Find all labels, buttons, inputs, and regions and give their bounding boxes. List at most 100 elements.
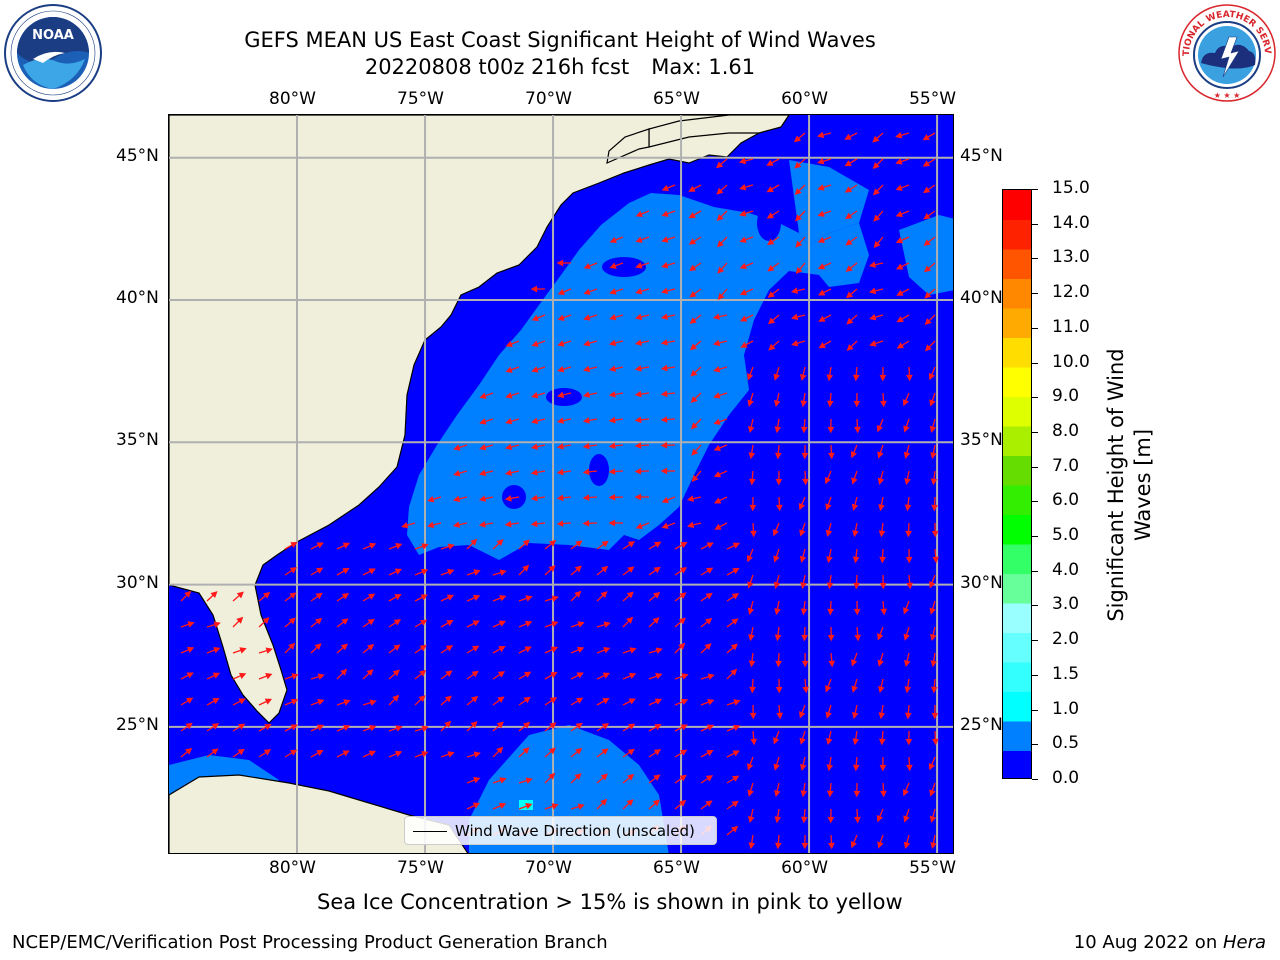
wave-direction-arrow	[258, 749, 272, 758]
wave-direction-arrow	[284, 642, 296, 654]
wave-direction-arrow	[440, 670, 453, 680]
wave-direction-arrow	[800, 600, 808, 616]
colorbar-band	[1003, 367, 1031, 397]
wave-direction-arrow	[674, 799, 687, 810]
wave-direction-arrow	[674, 567, 688, 576]
wave-direction-arrow	[880, 600, 888, 616]
wave-direction-arrow	[362, 593, 376, 602]
wave-direction-arrow	[799, 548, 807, 563]
wave-direction-arrow	[854, 626, 862, 642]
wave-direction-arrow	[928, 366, 936, 381]
wave-direction-arrow	[776, 704, 784, 720]
wave-direction-arrow	[648, 749, 662, 758]
wave-direction-arrow	[851, 678, 858, 693]
wave-direction-arrow	[773, 392, 781, 408]
wave-direction-arrow	[817, 184, 832, 191]
wave-direction-arrow	[492, 696, 505, 706]
wave-direction-arrow	[726, 825, 739, 836]
wave-direction-arrow	[596, 672, 611, 680]
wave-direction-arrow	[747, 808, 755, 824]
wave-direction-arrow	[557, 314, 572, 321]
wave-direction-arrow	[850, 444, 858, 459]
wave-direction-arrow	[800, 782, 808, 798]
wave-direction-arrow	[827, 626, 835, 642]
colorbar-tick-label: 1.0	[1052, 698, 1080, 719]
wave-direction-arrow	[726, 593, 740, 602]
wave-direction-arrow	[795, 262, 806, 275]
wave-direction-arrow	[556, 417, 572, 424]
wave-direction-arrow	[902, 782, 910, 797]
wave-direction-arrow	[414, 725, 429, 732]
wave-direction-arrow	[748, 626, 755, 642]
wave-direction-arrow	[544, 565, 556, 576]
land-masses	[169, 115, 790, 853]
wave-direction-arrow	[310, 643, 322, 654]
wave-direction-arrow	[773, 366, 780, 381]
wave-direction-arrow	[930, 834, 937, 850]
wave-direction-arrow	[674, 749, 688, 758]
wave-direction-arrow	[773, 730, 780, 745]
footer-date-text: 10 Aug 2022 on	[1073, 932, 1223, 953]
colorbar-tick-label: 3.0	[1052, 594, 1080, 615]
wave-direction-arrow	[440, 720, 452, 732]
wave-direction-arrow	[931, 704, 939, 720]
wave-direction-arrow	[904, 704, 912, 720]
wave-direction-arrow	[478, 469, 494, 477]
wave-direction-arrow	[556, 391, 572, 399]
wave-direction-arrow	[258, 591, 271, 602]
wave-direction-arrow	[818, 288, 832, 296]
wave-direction-arrow	[336, 724, 351, 732]
wave-direction-arrow	[180, 747, 193, 758]
wave-direction-arrow	[879, 366, 887, 382]
colorbar-tick-mark	[1032, 258, 1038, 260]
wave-direction-arrow	[846, 340, 858, 352]
chart-subtitle: 20220808 t00z 216h fcst Max: 1.61	[160, 54, 960, 80]
colorbar-band	[1003, 190, 1031, 220]
wave-direction-arrow	[232, 616, 244, 628]
wave-direction-arrow	[924, 314, 936, 326]
wave-direction-arrow	[799, 704, 806, 719]
wave-direction-arrow	[284, 724, 298, 732]
colorbar-band	[1003, 485, 1031, 515]
wave-direction-arrow	[877, 444, 884, 459]
wave-direction-arrow	[903, 834, 911, 849]
wave-direction-arrow	[904, 678, 912, 694]
wave-direction-arrow	[622, 799, 634, 810]
wave-direction-arrow	[504, 443, 520, 451]
colorbar-tick-label: 4.0	[1052, 559, 1080, 580]
wave-direction-arrow	[206, 748, 219, 758]
wave-direction-arrow	[772, 522, 780, 537]
wave-direction-arrow	[596, 773, 608, 784]
wave-direction-arrow	[790, 287, 806, 294]
colorbar-tick-mark	[1032, 189, 1038, 190]
wave-direction-arrow	[903, 600, 910, 615]
wave-direction-arrow	[739, 288, 754, 296]
wave-direction-arrow	[635, 262, 650, 269]
wave-direction-arrow	[826, 548, 833, 564]
wave-direction-arrow	[479, 443, 494, 451]
wave-direction-arrow	[904, 496, 912, 512]
wave-direction-arrow	[492, 539, 504, 550]
colorbar-tick-mark	[1032, 397, 1038, 399]
colorbar-tick-label: 15.0	[1052, 178, 1090, 198]
wave-direction-arrow	[690, 366, 702, 377]
wave-direction-arrow	[544, 772, 556, 784]
wave-direction-arrow	[726, 668, 738, 680]
colorbar-tick-mark	[1032, 570, 1038, 572]
colorbar-title: Significant Height of Wind Waves [m]	[1103, 348, 1157, 621]
wave-direction-arrow	[492, 777, 507, 784]
wave-direction-arrow	[582, 519, 598, 527]
wave-direction-arrow	[232, 723, 246, 732]
lon-tick-bottom: 75°W	[397, 858, 444, 878]
wave-direction-arrow	[740, 340, 754, 348]
wave-direction-arrow	[674, 592, 687, 602]
wave-direction-arrow	[828, 444, 835, 460]
wave-direction-arrow	[596, 621, 611, 628]
wave-direction-arrow	[800, 574, 807, 590]
wave-direction-arrow	[750, 522, 757, 538]
wave-direction-arrow	[634, 442, 650, 449]
wave-direction-arrow	[929, 600, 936, 615]
map-panel	[168, 114, 954, 854]
wave-direction-arrow	[440, 620, 454, 628]
wave-direction-arrow	[414, 619, 428, 628]
